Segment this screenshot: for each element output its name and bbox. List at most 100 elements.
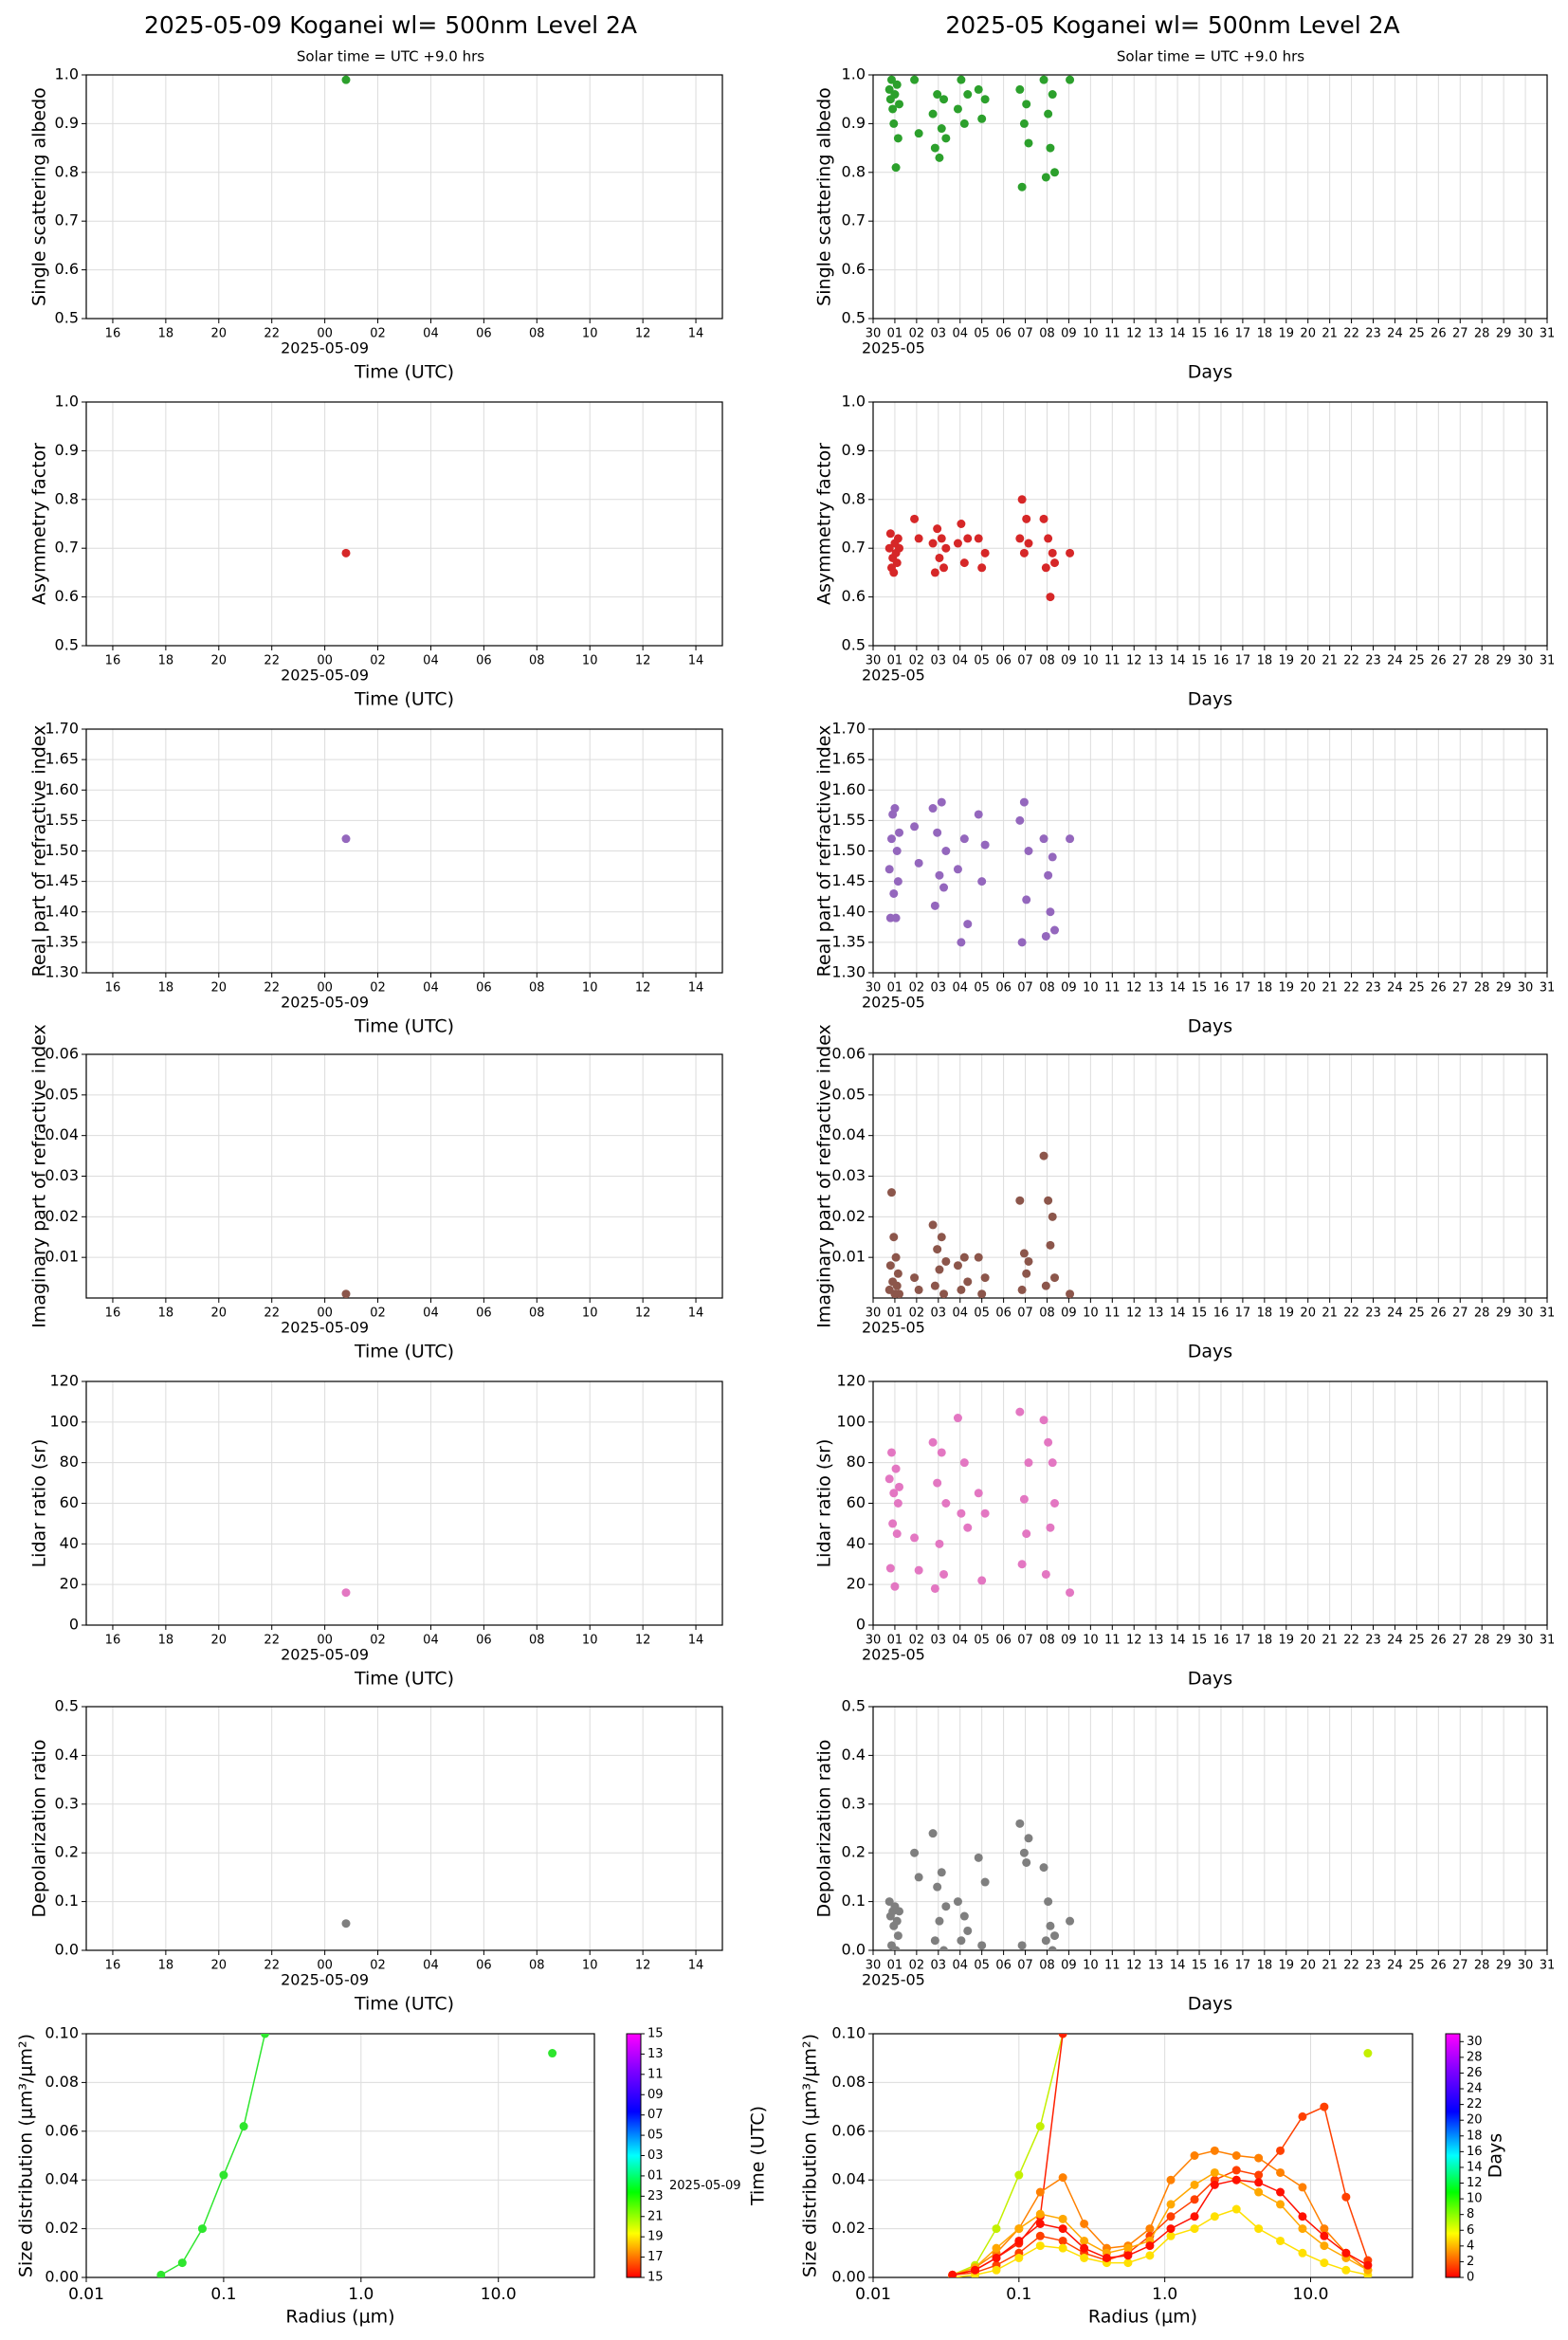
x-tick-label: 19 <box>1279 981 1295 996</box>
x-tick-label: 22 <box>264 1307 280 1321</box>
point <box>1015 1407 1025 1417</box>
x-tick-label: 20 <box>211 1634 228 1648</box>
x-tick-label: 11 <box>1104 1634 1121 1648</box>
x-tick-label: 18 <box>158 654 174 668</box>
x-tick-label: 16 <box>105 1307 121 1321</box>
x-tick-label: 10 <box>1083 654 1099 668</box>
series-point <box>1102 2253 1111 2262</box>
point <box>893 877 903 887</box>
x-axis-label: Days <box>1188 1342 1232 1362</box>
x-tick-label: 06 <box>995 654 1012 668</box>
point <box>914 1565 923 1575</box>
series-point <box>1058 2034 1067 2038</box>
point <box>1024 539 1033 548</box>
series-point <box>1166 2175 1176 2185</box>
point <box>937 534 946 543</box>
point <box>937 124 946 134</box>
point <box>939 1946 949 1950</box>
x-axis-label: Days <box>1188 362 1232 383</box>
x-tick-label: 30 <box>1518 1959 1534 1973</box>
x-tick-label: 27 <box>1452 654 1468 668</box>
x-tick-label: 22 <box>264 981 280 996</box>
x-axis-label: Days <box>1188 1994 1232 2015</box>
x-tick-label: 07 <box>1017 1634 1033 1648</box>
x-tick-label: 25 <box>1409 1634 1425 1648</box>
colorbar-tick-label: 12 <box>1467 2176 1483 2190</box>
y-tick-label: 1.0 <box>842 65 866 83</box>
y-tick-label: 0.5 <box>842 309 866 327</box>
x-tick-label: 12 <box>1126 654 1142 668</box>
x-tick-label: 05 <box>974 1307 990 1321</box>
plot-frame <box>85 74 723 320</box>
x-tick-label: 05 <box>974 654 990 668</box>
x-tick-label: 07 <box>1017 327 1033 341</box>
point <box>974 810 983 819</box>
x-tick-label: 18 <box>1257 327 1273 341</box>
point <box>930 568 939 577</box>
x-tick-label: 08 <box>529 1959 545 1973</box>
x-tick-label: 20 <box>1300 981 1316 996</box>
plot-area <box>884 75 1075 192</box>
point <box>884 543 894 553</box>
plot-frame <box>85 1380 723 1626</box>
x-tick-label: 13 <box>1148 1959 1164 1973</box>
plot-frame <box>85 1706 723 1951</box>
point <box>895 543 904 553</box>
y-tick-label: 0.9 <box>842 114 866 132</box>
x-tick-label: 13 <box>1148 327 1164 341</box>
x-tick-label: 16 <box>1213 327 1230 341</box>
chart-title: 2025-05-09 Koganei wl= 500nm Level 2A <box>144 11 637 39</box>
x-tick-label: 15 <box>1192 1959 1208 1973</box>
x-tick-label: 30 <box>866 981 882 996</box>
point <box>1044 1897 1053 1907</box>
y-tick-label: 0.04 <box>45 2170 79 2188</box>
x-tick-label: 03 <box>931 1959 947 1973</box>
point <box>892 1529 902 1539</box>
x-tick-label: 22 <box>264 1634 280 1648</box>
y-tick-label: 1.30 <box>831 963 866 981</box>
y-tick-label: 0.4 <box>842 1746 866 1764</box>
x-tick-label: 04 <box>423 1959 439 1973</box>
x-tick-label: 08 <box>1039 1307 1055 1321</box>
y-axis-label: Real part of refractive index <box>814 725 835 978</box>
x-tick-label: 25 <box>1409 1959 1425 1973</box>
point <box>974 1489 983 1498</box>
point <box>957 1508 966 1518</box>
x-tick-label: 31 <box>1540 1634 1556 1648</box>
x-tick-label: 16 <box>105 654 121 668</box>
x-tick-label: 21 <box>1322 1634 1338 1648</box>
x-tick-label: 06 <box>995 327 1012 341</box>
x-tick-label: 02 <box>909 981 925 996</box>
y-axis-label: Imaginary part of refractive index <box>814 1024 835 1328</box>
x-tick-label: 29 <box>1496 1307 1512 1321</box>
x-tick-label: 17 <box>1235 1959 1251 1973</box>
y-tick-label: 0.00 <box>831 2268 866 2286</box>
series-point <box>1210 2167 1219 2177</box>
plot-frame <box>872 1706 1548 1951</box>
point <box>977 1576 987 1585</box>
x-tick-label: 04 <box>423 981 439 996</box>
plot-frame <box>872 2033 1413 2278</box>
x-tick-label: 24 <box>1387 1959 1403 1973</box>
x-tick-label: 08 <box>1039 327 1055 341</box>
series-point <box>1254 2178 1264 2187</box>
y-tick-label: 0.01 <box>45 1248 79 1266</box>
x-tick-label: 02 <box>909 1307 925 1321</box>
series-point <box>156 2270 166 2277</box>
point <box>963 1523 973 1532</box>
x-tick-label: 13 <box>1148 1634 1164 1648</box>
x-tick-label: 19 <box>1279 654 1295 668</box>
colorbar-label: Time (UTC) <box>748 2106 769 2206</box>
point <box>977 1941 987 1950</box>
point <box>895 1289 904 1298</box>
x-tick-label: 04 <box>952 1959 968 1973</box>
x-tick-label: 11 <box>1104 1959 1121 1973</box>
series-point <box>1145 2224 1155 2234</box>
colorbar-tick-label: 07 <box>647 2108 664 2122</box>
colorbar-tick-label: 09 <box>647 2088 664 2102</box>
colorbar-tick-label: 30 <box>1467 2035 1483 2049</box>
plot-area <box>156 2034 557 2277</box>
x-tick-label: 04 <box>423 1307 439 1321</box>
colorbar-tick-label: 6 <box>1467 2223 1474 2238</box>
point <box>891 1946 901 1950</box>
